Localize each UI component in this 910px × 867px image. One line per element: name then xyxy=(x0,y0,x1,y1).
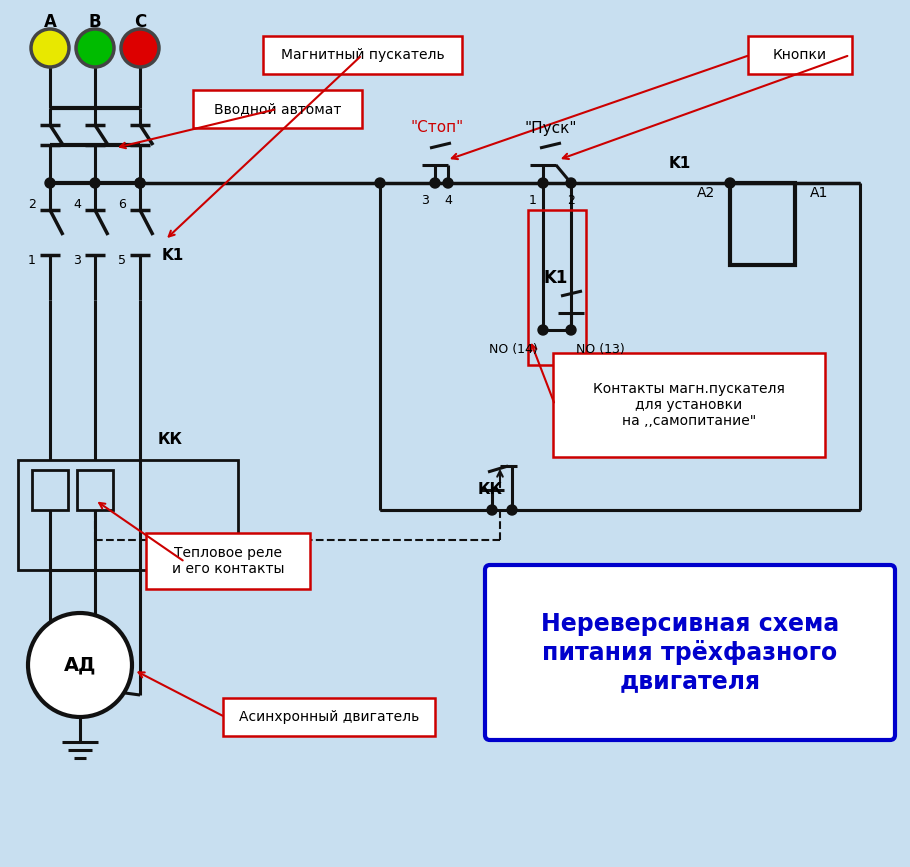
Text: B: B xyxy=(88,13,101,31)
Text: Кнопки: Кнопки xyxy=(773,48,827,62)
Circle shape xyxy=(135,178,145,188)
Text: 4: 4 xyxy=(73,199,81,212)
Text: A: A xyxy=(44,13,56,31)
Circle shape xyxy=(430,178,440,188)
Circle shape xyxy=(90,178,100,188)
FancyBboxPatch shape xyxy=(748,36,852,74)
Text: K1: K1 xyxy=(669,155,691,171)
Text: 2: 2 xyxy=(567,193,575,206)
Text: Тепловое реле
и его контакты: Тепловое реле и его контакты xyxy=(172,546,284,576)
FancyBboxPatch shape xyxy=(193,90,362,128)
Bar xyxy=(730,183,795,265)
Text: NO (14): NO (14) xyxy=(490,343,538,356)
Text: K1: K1 xyxy=(544,269,568,287)
Text: Нереверсивная схема
питания трёхфазного
двигателя: Нереверсивная схема питания трёхфазного … xyxy=(541,612,839,693)
FancyBboxPatch shape xyxy=(263,36,462,74)
Circle shape xyxy=(566,178,576,188)
Circle shape xyxy=(725,178,735,188)
Bar xyxy=(18,460,238,570)
Text: 4: 4 xyxy=(444,193,452,206)
Text: K1: K1 xyxy=(162,247,184,263)
Text: 3: 3 xyxy=(73,253,81,266)
Circle shape xyxy=(566,325,576,335)
Circle shape xyxy=(538,325,548,335)
Bar xyxy=(77,470,113,510)
Text: 1: 1 xyxy=(28,253,35,266)
Circle shape xyxy=(135,178,145,188)
Circle shape xyxy=(375,178,385,188)
Text: КК: КК xyxy=(478,483,502,498)
Circle shape xyxy=(76,29,114,67)
Text: Асинхронный двигатель: Асинхронный двигатель xyxy=(238,710,420,724)
Circle shape xyxy=(28,613,132,717)
FancyBboxPatch shape xyxy=(146,533,310,589)
Text: 1: 1 xyxy=(529,193,537,206)
Circle shape xyxy=(121,29,159,67)
Circle shape xyxy=(45,178,55,188)
Text: Магнитный пускатель: Магнитный пускатель xyxy=(280,48,444,62)
Text: Вводной автомат: Вводной автомат xyxy=(214,102,341,116)
FancyBboxPatch shape xyxy=(223,698,435,736)
Text: 5: 5 xyxy=(118,253,126,266)
Text: "Стоп": "Стоп" xyxy=(410,121,463,135)
Text: 6: 6 xyxy=(118,199,126,212)
Text: АД: АД xyxy=(64,655,96,675)
Text: КК: КК xyxy=(158,433,183,447)
Text: 2: 2 xyxy=(28,199,35,212)
Circle shape xyxy=(487,505,497,515)
Circle shape xyxy=(507,505,517,515)
Text: "Пуск": "Пуск" xyxy=(525,121,577,135)
Bar xyxy=(32,470,68,510)
Bar xyxy=(528,210,586,365)
FancyBboxPatch shape xyxy=(553,353,825,457)
Circle shape xyxy=(538,178,548,188)
FancyBboxPatch shape xyxy=(485,565,895,740)
Text: A2: A2 xyxy=(697,186,715,200)
Circle shape xyxy=(443,178,453,188)
Text: 3: 3 xyxy=(421,193,429,206)
Text: NO (13): NO (13) xyxy=(576,343,625,356)
Text: C: C xyxy=(134,13,147,31)
Text: Контакты магн.пускателя
для установки
на ,,самопитание": Контакты магн.пускателя для установки на… xyxy=(593,381,785,428)
Text: A1: A1 xyxy=(810,186,828,200)
Circle shape xyxy=(31,29,69,67)
